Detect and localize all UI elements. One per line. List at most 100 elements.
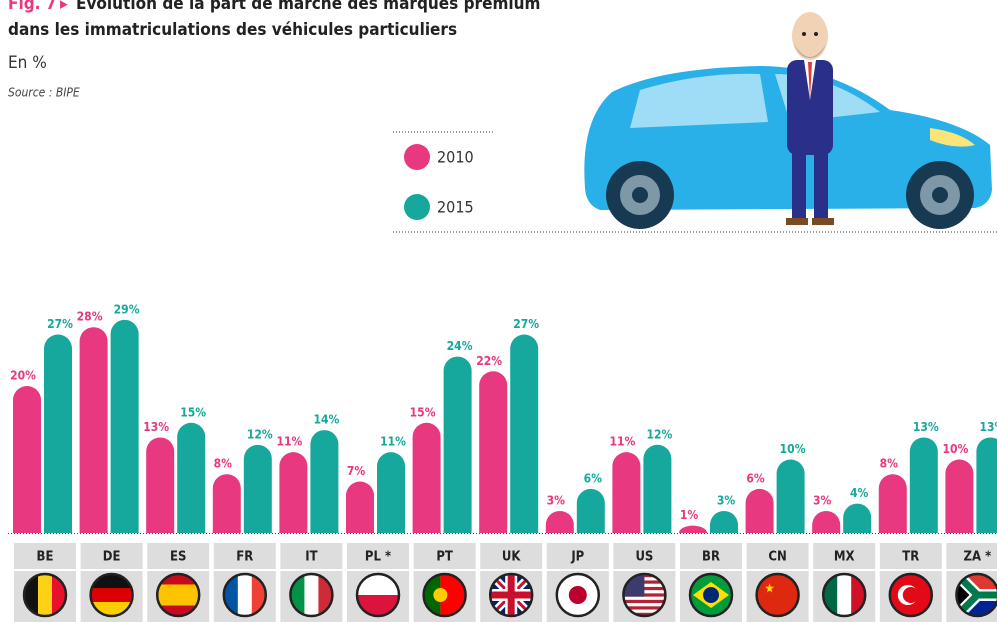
x-tick-label: UK <box>502 550 521 565</box>
flag-part <box>304 574 319 616</box>
value-label: 14% <box>313 413 339 427</box>
value-label: 3% <box>547 493 566 507</box>
category-box <box>680 543 742 569</box>
illustration <box>584 12 992 229</box>
value-label: 28% <box>77 310 103 324</box>
value-label: 8% <box>214 457 233 471</box>
value-label: 1% <box>680 508 699 522</box>
legend-label: 2010 <box>437 148 474 167</box>
bar <box>776 459 805 533</box>
chart-title: dans les immatriculations des véhicules … <box>8 20 457 40</box>
value-label: 11% <box>609 435 635 449</box>
value-label: 6% <box>584 471 603 485</box>
subtitle: En % <box>8 53 47 73</box>
bar <box>212 474 241 533</box>
flag-part <box>902 587 919 603</box>
flag-part <box>623 603 666 607</box>
bar <box>843 503 872 533</box>
bar <box>545 510 574 533</box>
category-box <box>946 543 997 569</box>
value-label: 24% <box>447 339 473 353</box>
bar <box>745 488 774 533</box>
flag-outline <box>155 572 201 618</box>
bar <box>909 437 938 533</box>
flag-outline <box>89 572 134 618</box>
bar <box>44 334 72 533</box>
category-box <box>280 543 343 569</box>
bar <box>643 444 672 533</box>
value-label: 6% <box>746 471 765 485</box>
x-tick-label: US <box>635 550 653 565</box>
category-box <box>613 543 676 569</box>
category-box <box>80 543 143 569</box>
x-tick-label: CN <box>768 550 786 565</box>
value-label: 15% <box>410 405 436 419</box>
bar <box>612 452 641 533</box>
flag-outline <box>888 572 934 618</box>
bar <box>679 525 707 533</box>
x-tick-label: DE <box>103 550 121 565</box>
flag-outline <box>821 572 867 618</box>
x-tick-label: BR <box>702 550 720 565</box>
value-label: 13% <box>979 420 997 434</box>
bar <box>576 488 605 533</box>
flag-part <box>90 588 133 603</box>
category-box <box>213 543 276 569</box>
flag-part <box>157 595 200 606</box>
value-label: 15% <box>180 405 206 419</box>
value-label: 13% <box>913 420 939 434</box>
category-box <box>147 543 210 569</box>
flag-part <box>623 599 666 604</box>
flag-part <box>357 574 399 596</box>
bar <box>878 474 907 533</box>
x-tick-label: TR <box>902 550 919 565</box>
bar <box>346 481 374 533</box>
flag <box>357 574 399 616</box>
value-label: 12% <box>247 427 273 441</box>
chart-title: Évolution de la part de marché des marqu… <box>76 0 540 14</box>
category-box <box>413 543 476 569</box>
bar <box>412 422 441 533</box>
x-tick-label: ZA * <box>964 550 992 565</box>
x-tick-label: MX <box>834 550 855 565</box>
category-box <box>746 543 809 569</box>
flag-outline <box>955 572 997 618</box>
bar <box>510 334 539 533</box>
flag-outline <box>688 572 734 618</box>
bar <box>110 319 139 533</box>
flag-part <box>623 612 666 616</box>
flag-part <box>703 587 719 603</box>
value-label: 4% <box>850 486 869 500</box>
flag-part <box>956 582 970 608</box>
flag-part <box>490 591 533 599</box>
flag-part <box>38 574 53 616</box>
flag-part <box>623 609 666 614</box>
value-label: 27% <box>47 317 73 331</box>
bar <box>279 452 308 533</box>
category-box <box>347 543 409 569</box>
flag-outline <box>755 572 800 618</box>
x-tick-label: BE <box>37 550 54 565</box>
flag-outline <box>355 572 401 618</box>
bar <box>479 371 508 533</box>
flag-part <box>433 588 448 602</box>
x-tick-label: IT <box>305 550 317 565</box>
flag-part <box>568 586 587 604</box>
value-label: 10% <box>942 442 968 456</box>
value-label: 12% <box>646 427 672 441</box>
flag-part <box>157 584 200 596</box>
flag-part: ★ <box>764 582 775 597</box>
bar <box>812 510 841 533</box>
flag-part <box>623 596 666 601</box>
value-label: 7% <box>347 464 366 478</box>
category-box <box>14 543 76 569</box>
value-label: 11% <box>276 435 302 449</box>
category-box <box>480 543 543 569</box>
flag-part <box>157 574 200 585</box>
bar <box>710 510 738 533</box>
bar <box>976 437 997 533</box>
flag-outline <box>622 572 667 618</box>
x-tick-label: PT <box>436 550 453 565</box>
x-tick-label: PL * <box>365 550 391 565</box>
